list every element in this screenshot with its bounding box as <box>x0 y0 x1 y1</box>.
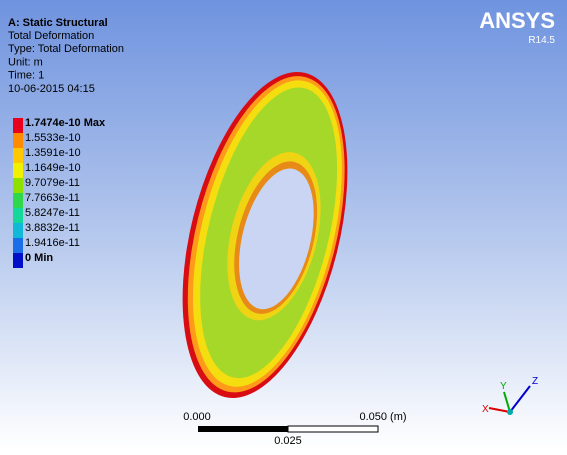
legend-label: 3.8832e-11 <box>25 222 80 234</box>
header-line: Type: Total Deformation <box>8 43 124 55</box>
legend-swatch <box>13 208 23 223</box>
legend-label: 1.7474e-10 Max <box>25 117 106 129</box>
legend-swatch <box>13 163 23 178</box>
scale-mid: 0.025 <box>274 435 302 447</box>
header-line: Unit: m <box>8 56 43 68</box>
axis-x: X <box>482 404 489 415</box>
legend-swatch <box>13 133 23 148</box>
legend-label: 0 Min <box>25 252 53 264</box>
axis-y: Y <box>500 381 507 392</box>
legend-swatch <box>13 118 23 133</box>
header-line: Time: 1 <box>8 70 44 82</box>
logo-version: R14.5 <box>528 35 555 46</box>
legend-swatch <box>13 193 23 208</box>
legend-swatch <box>13 223 23 238</box>
legend-swatch <box>13 238 23 253</box>
legend-swatch <box>13 178 23 193</box>
legend-label: 1.1649e-10 <box>25 162 81 174</box>
legend-swatch <box>13 148 23 163</box>
scale-bar-left <box>198 426 288 432</box>
scale-start: 0.000 <box>183 411 211 423</box>
legend-label: 1.5533e-10 <box>25 132 81 144</box>
viewport: A: Static Structural Total DeformationTy… <box>0 0 567 450</box>
scale-bar-right <box>288 426 378 432</box>
header-title: A: Static Structural <box>8 17 108 29</box>
legend-label: 1.3591e-10 <box>25 147 81 159</box>
legend-label: 9.7079e-11 <box>25 177 80 189</box>
header-line: 10-06-2015 04:15 <box>8 83 95 95</box>
legend-label: 1.9416e-11 <box>25 237 80 249</box>
scale-end: 0.050 (m) <box>359 411 406 423</box>
legend-label: 5.8247e-11 <box>25 207 80 219</box>
logo: ANSYS <box>479 8 555 33</box>
legend-label: 7.7663e-11 <box>25 192 80 204</box>
legend-swatch <box>13 253 23 268</box>
axis-z: Z <box>532 376 538 387</box>
header-line: Total Deformation <box>8 30 94 42</box>
